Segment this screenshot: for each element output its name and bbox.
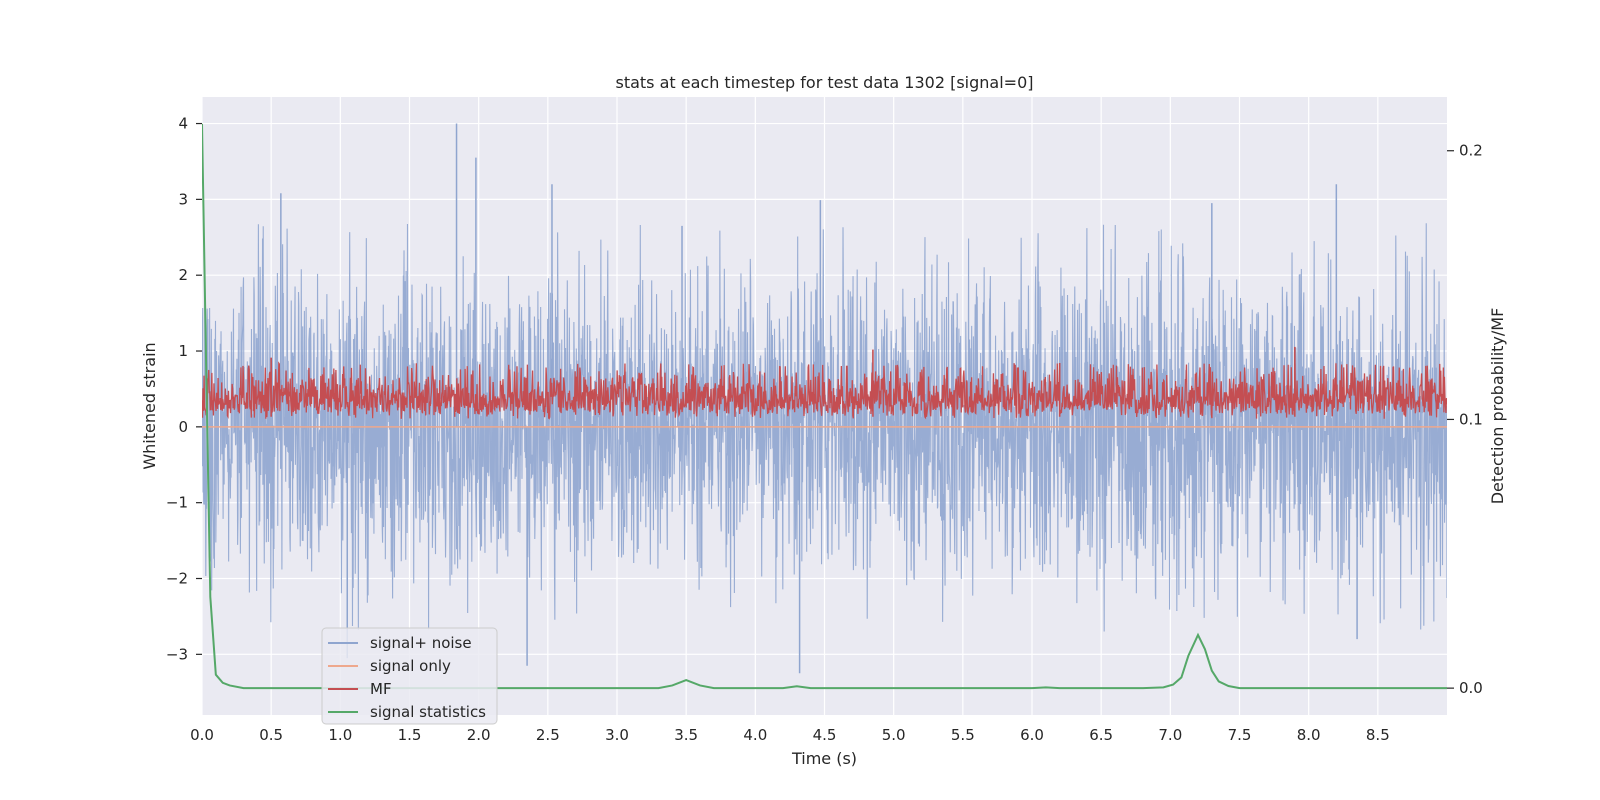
legend-entry-label: signal statistics (370, 703, 486, 721)
y-tick-label: −2 (166, 570, 188, 588)
y-right-axis-ticks: 0.2 0.1 0.0 (1447, 142, 1483, 697)
y-right-tick-label: 0.2 (1459, 142, 1483, 160)
x-tick-label: 8.5 (1366, 726, 1390, 744)
x-tick-label: 0.5 (259, 726, 283, 744)
legend-entry-label: signal+ noise (370, 634, 472, 652)
chart-title: stats at each timestep for test data 130… (615, 73, 1033, 92)
x-tick-label: 3.5 (674, 726, 698, 744)
legend: signal+ noise signal only MF signal statist… (321, 627, 498, 725)
x-axis-ticks: 0.0 0.5 1.0 1.5 2.0 2.5 3.0 3.5 4.0 4.5 5.0 5.5 6.0 6… (190, 726, 1390, 744)
x-tick-label: 6.0 (1020, 726, 1044, 744)
x-tick-label: 4.0 (743, 726, 767, 744)
legend-entry-label: signal only (370, 657, 451, 675)
x-tick-label: 0.0 (190, 726, 214, 744)
series-mf-peaks (270, 346, 1296, 417)
y-tick-label: 4 (178, 115, 188, 133)
y-tick-label: −3 (166, 645, 188, 663)
y-axis-ticks: 4 3 2 1 0 −1 −2 −3 (166, 115, 202, 663)
y-axis-label: Whitened strain (140, 342, 159, 469)
x-tick-label: 2.0 (467, 726, 491, 744)
x-axis-label: Time (s) (791, 749, 857, 768)
x-tick-label: 5.0 (882, 726, 906, 744)
y-tick-label: 2 (178, 266, 188, 284)
plot-series-group (202, 123, 1447, 690)
series-signal-noise-peaks (280, 123, 1358, 674)
y-tick-label: 1 (178, 342, 188, 360)
x-tick-label: 2.5 (536, 726, 560, 744)
y-tick-label: −1 (166, 494, 188, 512)
x-tick-label: 7.0 (1158, 726, 1182, 744)
x-tick-label: 1.5 (398, 726, 422, 744)
series-signal-statistics-line (202, 123, 1447, 690)
y-right-axis-label: Detection probability/MF (1488, 308, 1507, 505)
x-tick-label: 7.5 (1228, 726, 1252, 744)
x-tick-label: 4.5 (813, 726, 837, 744)
x-tick-label: 3.0 (605, 726, 629, 744)
x-tick-label: 8.0 (1297, 726, 1321, 744)
x-tick-label: 1.0 (328, 726, 352, 744)
y-tick-label: 0 (178, 418, 188, 436)
legend-entry-label: MF (370, 680, 392, 698)
series-mf-line (202, 361, 1447, 420)
y-right-tick-label: 0.0 (1459, 679, 1483, 697)
y-tick-label: 3 (178, 190, 188, 208)
x-tick-label: 5.5 (951, 726, 975, 744)
y-right-tick-label: 0.1 (1459, 410, 1483, 428)
legend-box (321, 627, 498, 725)
x-tick-label: 6.5 (1089, 726, 1113, 744)
